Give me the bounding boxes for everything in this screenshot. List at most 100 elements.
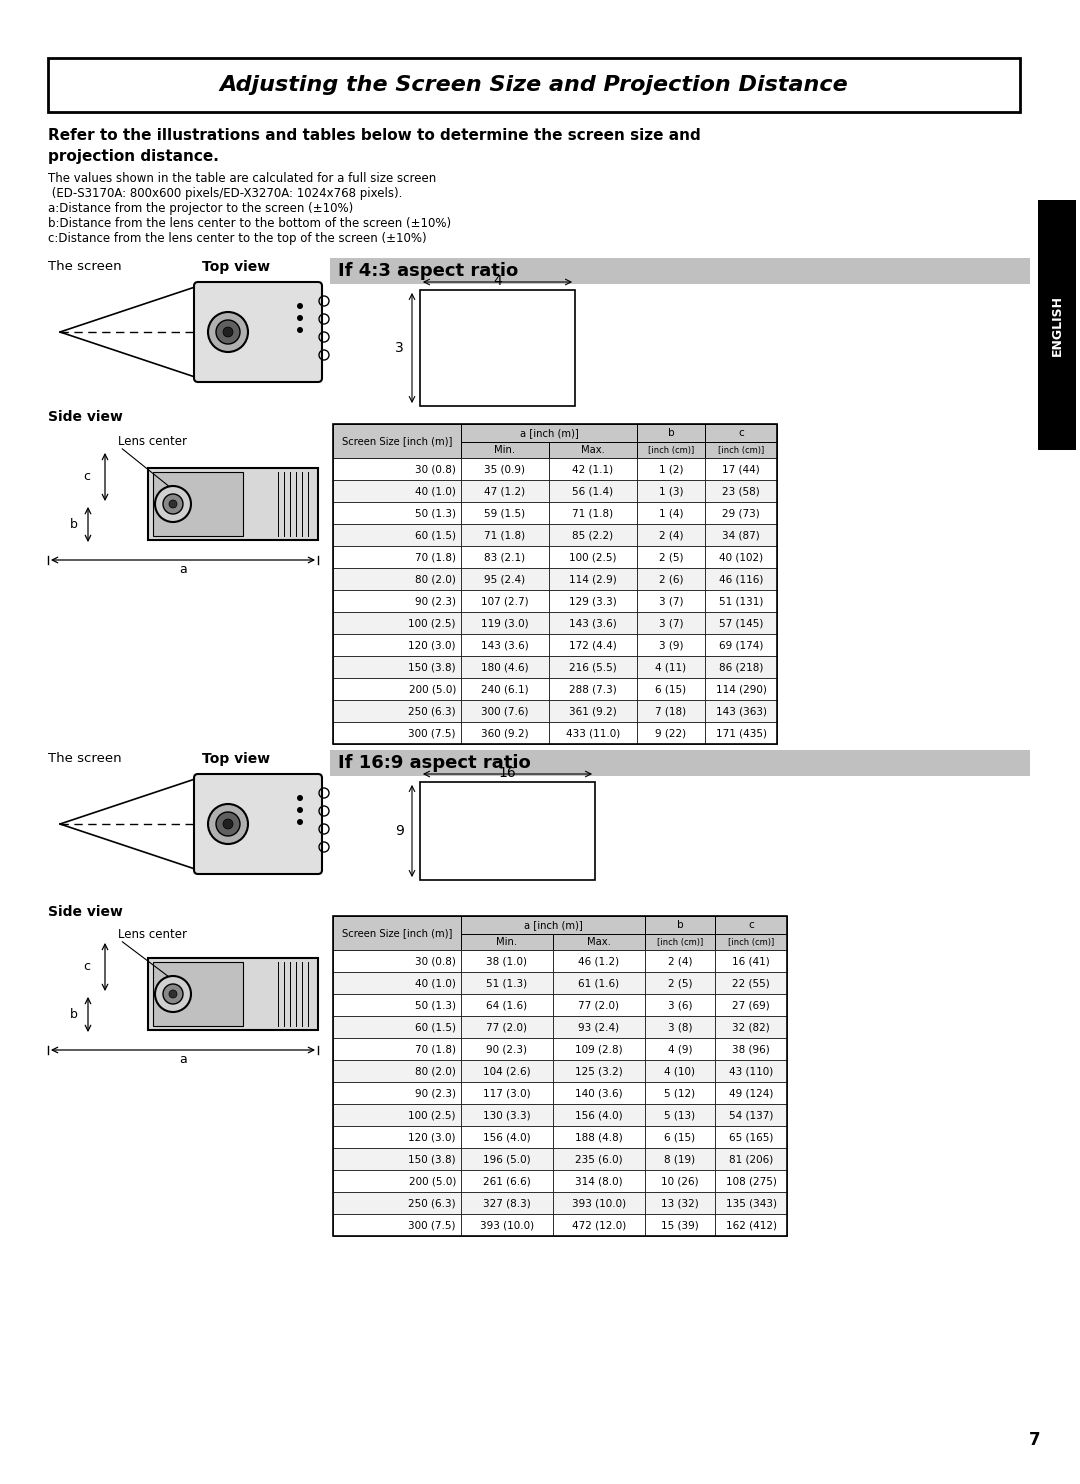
Bar — [645, 1060, 715, 1082]
Bar — [153, 472, 243, 536]
Bar — [553, 1126, 645, 1149]
Bar — [461, 459, 549, 479]
Bar — [461, 916, 645, 933]
Bar — [637, 723, 705, 743]
Text: 119 (3.0): 119 (3.0) — [482, 617, 529, 628]
Bar — [549, 459, 637, 479]
Bar — [549, 611, 637, 634]
Text: 300 (7.5): 300 (7.5) — [408, 729, 456, 738]
Bar — [549, 442, 637, 459]
Bar — [330, 749, 1030, 776]
Bar — [549, 723, 637, 743]
Bar — [645, 1017, 715, 1037]
Bar — [333, 1126, 461, 1149]
Text: 162 (412): 162 (412) — [726, 1220, 777, 1230]
Bar — [553, 1082, 645, 1104]
Text: 83 (2.1): 83 (2.1) — [485, 552, 526, 562]
Bar — [461, 700, 549, 723]
Bar — [715, 1017, 787, 1037]
Text: 90 (2.3): 90 (2.3) — [486, 1045, 527, 1054]
Text: Min.: Min. — [495, 445, 515, 456]
Circle shape — [208, 312, 248, 352]
Bar — [645, 1192, 715, 1214]
Bar — [461, 933, 553, 950]
Bar — [637, 442, 705, 459]
Bar — [333, 916, 461, 950]
Text: 51 (1.3): 51 (1.3) — [486, 978, 527, 988]
Bar — [705, 479, 777, 502]
Text: 2 (4): 2 (4) — [667, 956, 692, 966]
Text: 38 (96): 38 (96) — [732, 1045, 770, 1054]
Text: 40 (1.0): 40 (1.0) — [415, 485, 456, 496]
Circle shape — [297, 326, 303, 332]
Bar — [1038, 200, 1076, 450]
Text: 90 (2.3): 90 (2.3) — [415, 1088, 456, 1098]
Bar — [637, 479, 705, 502]
Text: Lens center: Lens center — [118, 435, 187, 448]
Text: 5 (13): 5 (13) — [664, 1110, 696, 1120]
Text: 200 (5.0): 200 (5.0) — [408, 1175, 456, 1186]
Text: 3: 3 — [395, 341, 404, 355]
Bar — [705, 424, 777, 442]
Bar — [637, 424, 705, 442]
Text: 35 (0.9): 35 (0.9) — [485, 464, 526, 473]
Bar — [333, 656, 461, 678]
Text: Refer to the illustrations and tables below to determine the screen size and: Refer to the illustrations and tables be… — [48, 128, 701, 142]
Bar — [715, 1149, 787, 1169]
Bar — [461, 656, 549, 678]
Bar — [549, 502, 637, 524]
Bar — [333, 916, 787, 1236]
Bar — [705, 502, 777, 524]
Circle shape — [156, 485, 191, 522]
Text: a: a — [179, 1054, 187, 1066]
Text: 314 (8.0): 314 (8.0) — [576, 1175, 623, 1186]
Bar — [461, 1037, 553, 1060]
Text: 2 (5): 2 (5) — [667, 978, 692, 988]
FancyBboxPatch shape — [194, 775, 322, 874]
Bar — [461, 1126, 553, 1149]
Text: 1 (4): 1 (4) — [659, 508, 684, 518]
Bar — [705, 591, 777, 611]
Text: a:Distance from the projector to the screen (±10%): a:Distance from the projector to the scr… — [48, 202, 353, 215]
Text: 100 (2.5): 100 (2.5) — [408, 1110, 456, 1120]
Circle shape — [297, 795, 303, 801]
Text: c: c — [748, 920, 754, 930]
Text: 95 (2.4): 95 (2.4) — [485, 574, 526, 585]
Text: c: c — [83, 960, 91, 974]
Text: Lens center: Lens center — [118, 928, 187, 941]
Text: b:Distance from the lens center to the bottom of the screen (±10%): b:Distance from the lens center to the b… — [48, 217, 451, 230]
Bar — [461, 994, 553, 1017]
Text: 56 (1.4): 56 (1.4) — [572, 485, 613, 496]
Text: 3 (9): 3 (9) — [659, 640, 684, 650]
Bar — [645, 916, 715, 933]
Text: 86 (218): 86 (218) — [719, 662, 764, 672]
Bar — [637, 700, 705, 723]
Text: If 4:3 aspect ratio: If 4:3 aspect ratio — [338, 263, 518, 280]
Bar — [148, 467, 318, 540]
Text: 60 (1.5): 60 (1.5) — [415, 1022, 456, 1031]
Text: 93 (2.4): 93 (2.4) — [579, 1022, 620, 1031]
Circle shape — [168, 500, 177, 508]
Text: 30 (0.8): 30 (0.8) — [415, 956, 456, 966]
Circle shape — [216, 812, 240, 835]
Bar — [715, 1192, 787, 1214]
Bar — [553, 1169, 645, 1192]
Bar — [549, 700, 637, 723]
Text: 9: 9 — [395, 824, 404, 838]
Bar — [705, 723, 777, 743]
Text: 361 (9.2): 361 (9.2) — [569, 706, 617, 715]
Bar — [461, 442, 549, 459]
Bar — [461, 611, 549, 634]
Text: 172 (4.4): 172 (4.4) — [569, 640, 617, 650]
Bar — [333, 1017, 461, 1037]
Bar — [461, 1169, 553, 1192]
Bar — [549, 656, 637, 678]
Text: 59 (1.5): 59 (1.5) — [485, 508, 526, 518]
Text: ENGLISH: ENGLISH — [1051, 294, 1064, 356]
Text: 40 (1.0): 40 (1.0) — [415, 978, 456, 988]
Bar — [461, 950, 553, 972]
Bar — [333, 524, 461, 546]
Text: 143 (363): 143 (363) — [715, 706, 767, 715]
Text: 30 (0.8): 30 (0.8) — [415, 464, 456, 473]
Text: Screen Size [inch (m)]: Screen Size [inch (m)] — [341, 436, 453, 447]
